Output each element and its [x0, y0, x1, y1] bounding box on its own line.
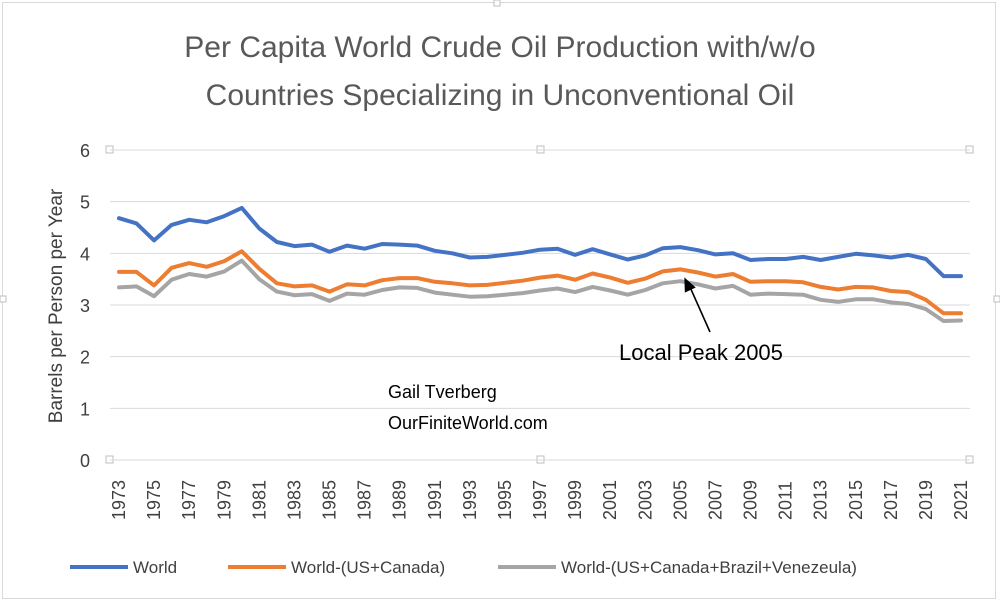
x-tick-label: 2001: [600, 480, 620, 520]
series-line-2: [117, 258, 963, 323]
x-tick-label: 2005: [670, 480, 690, 520]
x-tick-label: 1977: [179, 480, 199, 520]
x-tick-label: 1979: [214, 480, 234, 520]
author-name: Gail Tverberg: [388, 382, 497, 402]
x-tick-label: 1973: [109, 480, 129, 520]
y-tick-label: 4: [80, 244, 90, 264]
y-tick-label: 0: [80, 451, 90, 471]
legend-label-2: World-(US+Canada+Brazil+Venezeula): [561, 558, 857, 577]
peak-arrow: [684, 277, 711, 333]
y-tick-label: 5: [80, 193, 90, 213]
x-tick-label: 2021: [951, 480, 971, 520]
y-tick-label: 3: [80, 296, 90, 316]
x-tick-label: 1999: [565, 480, 585, 520]
x-tick-label: 2017: [881, 480, 901, 520]
series-line-1: [117, 249, 963, 316]
resize-handle-top[interactable]: [493, 0, 501, 7]
resize-handle-right[interactable]: [993, 295, 1000, 303]
legend-label-1: World-(US+Canada): [291, 558, 445, 577]
x-tick-label: 1975: [144, 480, 164, 520]
x-tick-label: 1981: [249, 480, 269, 520]
x-tick-label: 2009: [741, 480, 761, 520]
x-tick-label: 2011: [776, 481, 796, 520]
series-line-0: [117, 205, 963, 279]
peak-annotation: Local Peak 2005: [619, 340, 783, 365]
x-tick-label: 1997: [530, 480, 550, 520]
y-tick-label: 2: [80, 348, 90, 368]
x-tick-label: 1987: [355, 480, 375, 520]
x-tick-label: 2003: [635, 480, 655, 520]
x-tick-label: 2015: [846, 480, 866, 520]
x-tick-label: 1993: [460, 480, 480, 520]
y-tick-label: 1: [80, 399, 90, 419]
x-tick-label: 1991: [425, 480, 445, 520]
author-website: OurFiniteWorld.com: [388, 413, 548, 433]
x-tick-label: 2007: [705, 480, 725, 520]
y-tick-label: 6: [80, 141, 90, 161]
x-tick-label: 1983: [284, 480, 304, 520]
chart-title-line-2: Countries Specializing in Unconventional…: [206, 79, 795, 112]
y-axis-label: Barrels per Person per Year: [46, 188, 67, 423]
legend-label-0: World: [133, 558, 177, 577]
legend: World World-(US+Canada) World-(US+Canada+B…: [70, 558, 857, 577]
x-tick-label: 1995: [495, 480, 515, 520]
x-tick-label: 2013: [811, 480, 831, 520]
resize-handle-left[interactable]: [0, 295, 7, 303]
x-tick-label: 1989: [390, 480, 410, 520]
chart-title-line-1: Per Capita World Crude Oil Production wi…: [184, 31, 815, 64]
x-tick-label: 2019: [916, 480, 936, 520]
x-tick-label: 1985: [320, 480, 340, 520]
